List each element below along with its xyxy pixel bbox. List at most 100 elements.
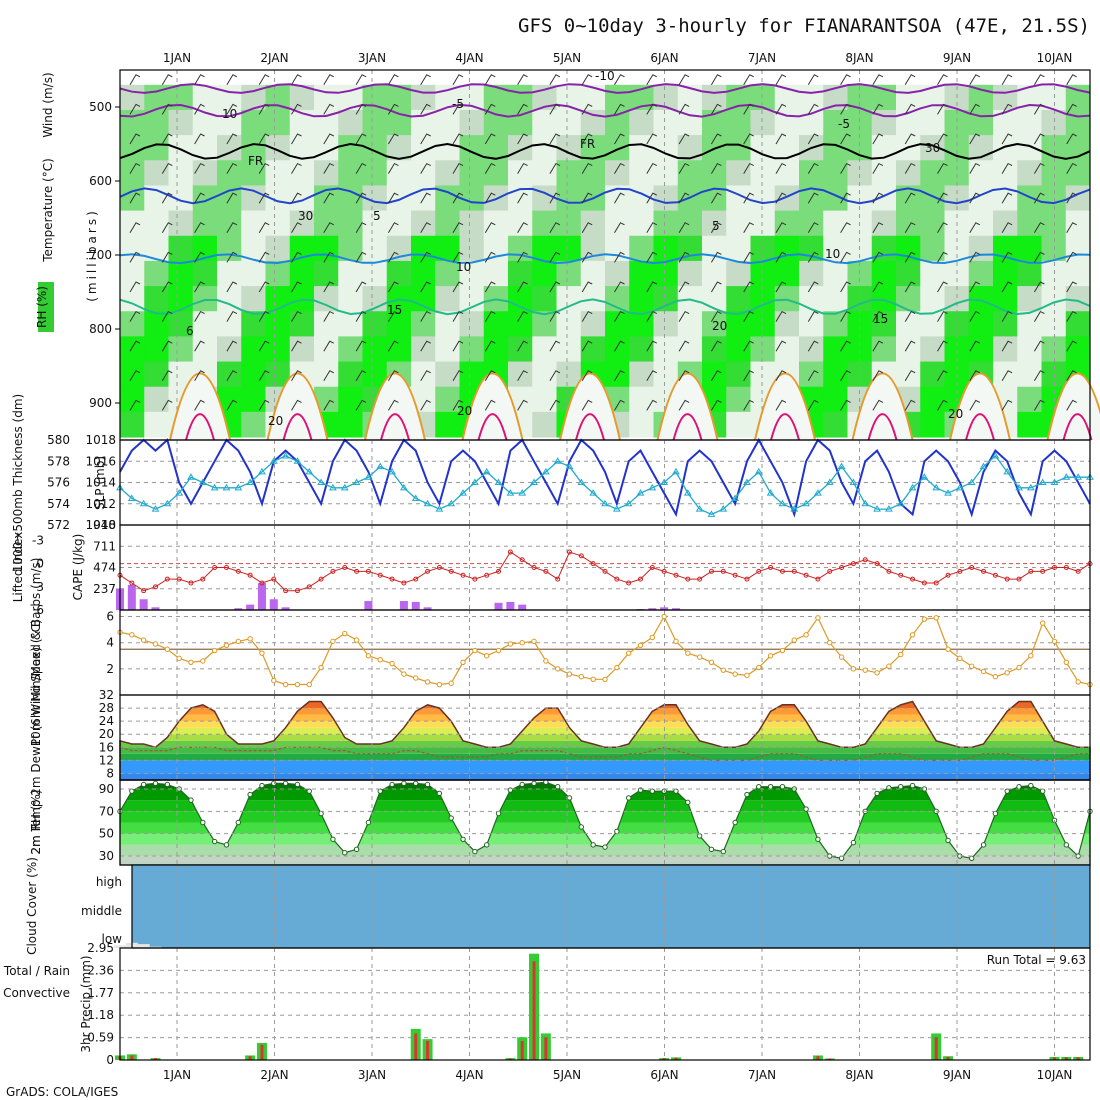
rh-point [507,787,514,793]
thickness-point [636,489,645,496]
rh-cell [411,84,436,111]
rh-point [708,846,715,853]
cloud-level-label: high [96,875,122,889]
rh-cell [338,286,363,312]
wind-barb [1033,340,1045,352]
wind-speed-point [803,632,809,638]
lifted-index-point [212,565,218,570]
wind-speed-point [330,638,336,645]
lifted-index-point [342,565,348,570]
thickness-point [470,478,479,485]
rh-cell [241,411,266,438]
wind-barb [226,222,238,234]
rh-point [436,790,443,797]
pressure-tick-label: 600 [89,174,112,188]
wind-speed-point [377,656,383,663]
temp-tick-label: 28 [99,701,114,715]
date-label-bottom: 5JAN [553,1068,581,1082]
isotherm-label: 20 [268,414,283,428]
rh-cell [168,109,194,136]
wind-speed-point [1016,664,1022,671]
rh-cell [1041,260,1067,287]
wind-barb [291,370,302,382]
wind-barb [355,251,367,263]
rh-cell [459,336,485,363]
lifted-index-point [649,565,655,570]
rh-point [259,782,265,789]
wind-speed-point [554,666,561,672]
wind-barb [1033,399,1045,411]
rh-cell [362,109,388,136]
wind-barb [517,74,528,86]
rh-point [980,842,987,848]
lifted-index-point [365,568,371,574]
wind-barb [549,399,561,411]
isotherm-label: 30 [298,209,313,223]
wind-barb [452,162,464,174]
wind-speed-point [602,676,608,683]
wind-speed-point [1051,638,1058,645]
wind-barb [549,192,561,204]
rh-point [211,838,218,845]
rh-cell [920,109,945,136]
wind-barb [1033,133,1045,145]
wind-speed-point [685,650,691,656]
wind-barb [775,74,787,86]
wind-barb [743,370,754,382]
precip-convective-bar [153,1058,157,1060]
rh-cell [847,160,873,186]
wind-barb [129,74,141,86]
lifted-index-point [708,568,714,574]
wind-barb [161,251,173,263]
date-label-bottom: 4JAN [455,1068,483,1082]
wind-barb [129,251,141,263]
wind-speed-point [413,675,419,681]
rh-point [365,819,372,826]
wind-barb [646,162,658,174]
warm-contour-inner [282,413,313,441]
rh-point [1016,784,1022,790]
rh-cell [993,210,1018,237]
wind-barb [872,74,884,86]
thickness-line [119,454,1090,516]
rh-cell [993,84,1018,111]
thickness-point [920,473,929,480]
rh-cell [435,210,460,237]
temp-band [120,714,1090,722]
warm-contour-inner [477,413,508,441]
thickness-point [967,478,976,485]
rh-cell [508,210,533,237]
wind-barb [614,281,625,293]
thickness-point [837,462,846,470]
precip-convective-bar [248,1056,252,1060]
wind-barb [775,222,787,234]
wind-barb [840,103,851,115]
rh-point [602,844,608,850]
isotherm-line [119,103,1091,118]
wind-barb [969,340,981,352]
rh-cell [580,311,606,337]
wind-barb [840,222,851,234]
wind-barb [969,251,981,263]
lifted-index-point [992,572,998,578]
rh-cell [265,84,291,111]
wind-barb [1001,399,1013,411]
wind-barb [226,192,238,204]
wind-barb [517,399,528,411]
wind-speed-point [614,664,620,671]
rh-cell [1065,210,1091,237]
rh-band [120,856,1090,865]
wind-barb [937,133,948,145]
lifted-index-point [460,572,466,578]
lifted-index-point [223,565,229,570]
wind-barb [194,251,205,263]
wind-barb [226,162,238,174]
rh-cell [1065,84,1091,111]
rh-cell [168,311,194,337]
precip-convective-bar [520,1041,524,1060]
rh-point [992,810,999,817]
rh-cell [847,336,873,363]
wind-barb [549,222,561,234]
thickness-point [577,478,586,485]
wind-barb [614,103,625,115]
